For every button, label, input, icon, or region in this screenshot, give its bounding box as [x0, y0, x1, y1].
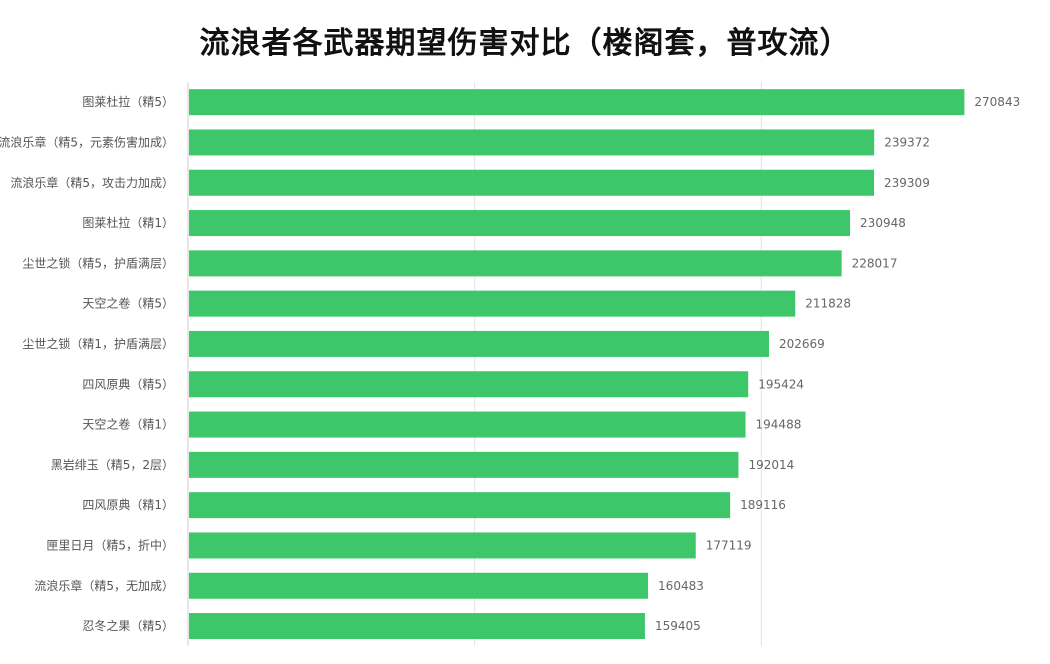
bar-2: [189, 129, 875, 156]
bar-11: [189, 492, 731, 519]
bar-13: [189, 572, 649, 599]
bar-4: [189, 210, 851, 237]
category-label-10: 黑岩绯玉（精5，2层）: [51, 457, 174, 472]
bar-8: [189, 371, 749, 398]
value-label-10: 192014: [748, 458, 794, 472]
bar-14: [189, 613, 645, 640]
category-label-4: 图莱杜拉（精1）: [82, 215, 174, 230]
category-label-9: 天空之卷（精1）: [82, 417, 174, 432]
bar-6: [189, 290, 796, 317]
value-label-3: 239309: [884, 176, 930, 190]
category-label-2: 流浪乐章（精5，元素伤害加成）: [0, 134, 174, 149]
chart-title: 流浪者各武器期望伤害对比（楼阁套，普攻流）: [199, 26, 851, 61]
category-label-5: 尘世之锁（精5，护盾满层）: [22, 255, 174, 270]
category-label-11: 四风原典（精1）: [82, 498, 174, 512]
value-label-11: 189116: [740, 498, 786, 512]
bar-10: [189, 451, 739, 478]
bar-3: [189, 169, 875, 196]
bar-9: [189, 411, 746, 438]
value-label-1: 270843: [974, 95, 1020, 109]
category-label-7: 尘世之锁（精1，护盾满层）: [22, 336, 174, 351]
bar-5: [189, 250, 842, 277]
value-label-12: 177119: [706, 538, 752, 552]
category-label-8: 四风原典（精5）: [82, 377, 174, 391]
category-label-3: 流浪乐章（精5，攻击力加成）: [10, 175, 174, 190]
category-label-14: 忍冬之果（精5）: [82, 618, 174, 633]
value-label-2: 239372: [884, 135, 930, 149]
value-label-9: 194488: [756, 418, 802, 432]
value-label-6: 211828: [805, 297, 851, 311]
bar-1: [189, 89, 965, 116]
value-label-4: 230948: [860, 216, 906, 230]
value-label-8: 195424: [758, 377, 804, 391]
category-label-1: 图莱杜拉（精5）: [82, 94, 174, 109]
category-label-13: 流浪乐章（精5，无加成）: [34, 578, 174, 593]
value-label-13: 160483: [658, 579, 704, 593]
category-label-6: 天空之卷（精5）: [82, 296, 174, 311]
category-label-12: 匣里日月（精5，折中）: [46, 537, 174, 552]
value-label-7: 202669: [779, 337, 825, 351]
bar-7: [189, 330, 769, 357]
value-label-14: 159405: [655, 619, 701, 633]
bar-12: [189, 532, 696, 559]
value-label-5: 228017: [852, 256, 898, 270]
